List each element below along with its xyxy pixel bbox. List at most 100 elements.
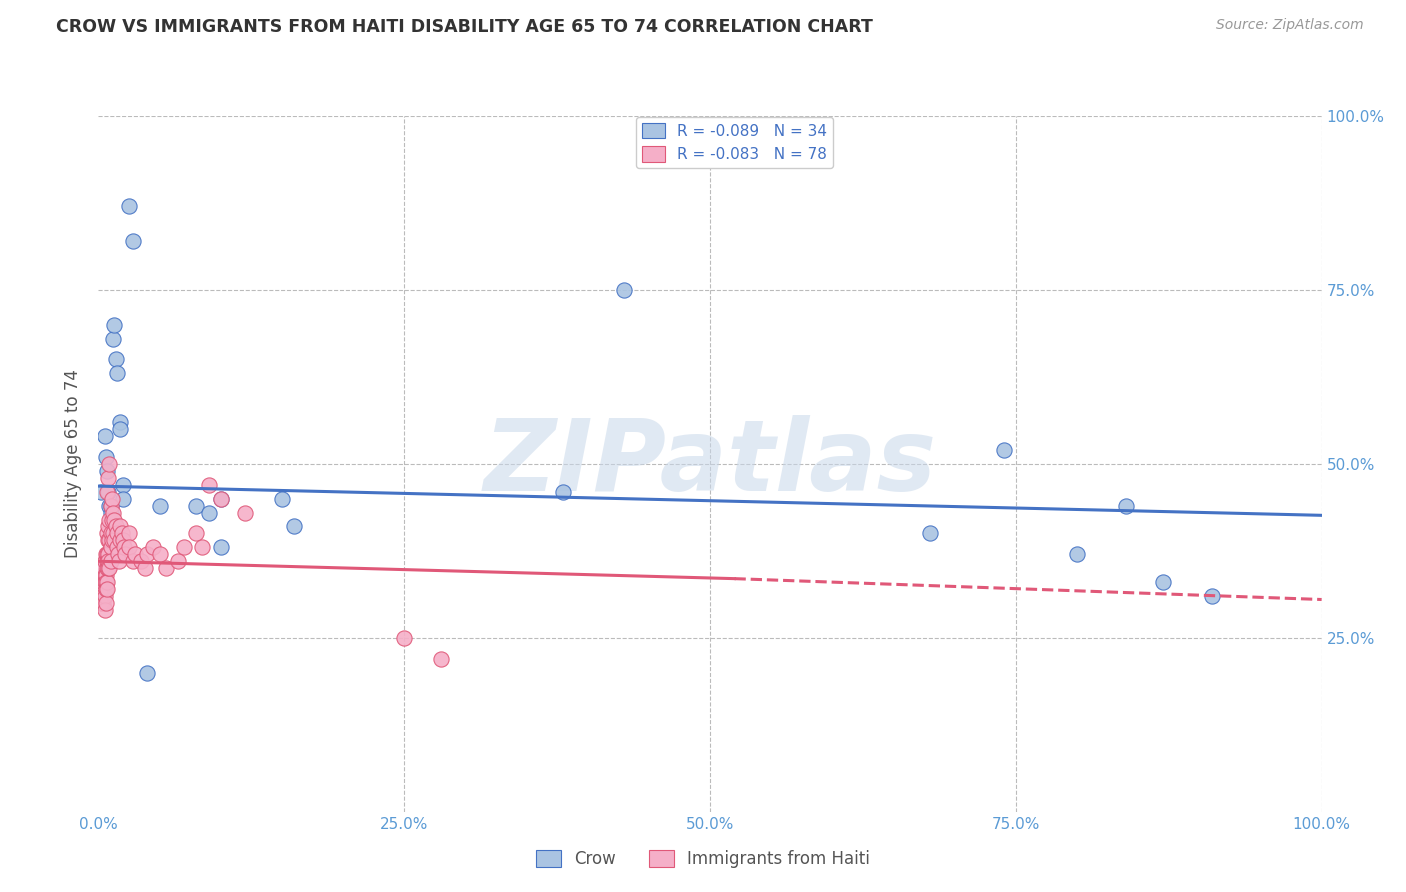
Point (111, 477, 134, 491)
Point (94, 547, 117, 561)
Legend: Crow, Immigrants from Haiti: Crow, Immigrants from Haiti (529, 843, 877, 875)
Point (91, 596, 114, 610)
Point (94, 575, 117, 590)
Point (553, 484, 575, 499)
Point (110, 422, 132, 436)
Point (392, 631, 416, 645)
Point (149, 499, 172, 513)
Point (93, 554, 115, 568)
Point (124, 547, 146, 561)
Point (97, 561, 120, 575)
Point (94, 582, 117, 596)
Point (103, 512, 125, 526)
Point (197, 477, 219, 491)
Point (94, 568, 117, 582)
Point (104, 519, 127, 533)
Point (112, 541, 135, 555)
Point (98, 499, 121, 513)
Point (97, 471, 120, 485)
Point (111, 533, 134, 548)
Point (91, 575, 114, 590)
Point (142, 541, 165, 555)
Point (98, 533, 121, 548)
Point (100, 499, 122, 513)
Point (209, 541, 232, 555)
Point (98, 457, 121, 471)
Point (191, 541, 214, 555)
Point (101, 491, 124, 506)
Text: Source: ZipAtlas.com: Source: ZipAtlas.com (1216, 18, 1364, 32)
Point (270, 491, 294, 506)
Point (96, 561, 118, 575)
Point (155, 561, 177, 575)
Point (97, 484, 120, 499)
Point (90, 484, 112, 499)
Point (136, 547, 159, 561)
Point (993, 442, 1015, 457)
Point (209, 491, 232, 506)
Point (186, 526, 208, 541)
Point (96, 526, 118, 541)
Point (91, 568, 114, 582)
Point (111, 526, 134, 541)
Point (121, 554, 143, 568)
Point (186, 499, 208, 513)
Point (100, 506, 122, 520)
Point (97, 533, 120, 548)
Point (100, 554, 122, 568)
Point (97, 547, 120, 561)
Point (104, 352, 127, 367)
Point (233, 506, 256, 520)
Point (111, 491, 134, 506)
Point (97, 554, 120, 568)
Point (105, 541, 128, 555)
Point (100, 541, 122, 555)
Point (101, 506, 124, 520)
Point (149, 547, 172, 561)
Point (136, 665, 159, 680)
Point (91, 582, 114, 596)
Legend: R = -0.089   N = 34, R = -0.083   N = 78: R = -0.089 N = 34, R = -0.083 N = 78 (636, 117, 834, 169)
Point (91, 589, 114, 603)
Point (108, 554, 131, 568)
Point (173, 541, 195, 555)
Point (91, 561, 114, 575)
Point (121, 234, 143, 248)
Point (129, 554, 152, 568)
Point (1115, 499, 1137, 513)
Point (93, 575, 115, 590)
Point (96, 554, 118, 568)
Point (96, 582, 118, 596)
Point (96, 464, 118, 478)
Point (98, 561, 121, 575)
Point (97, 519, 120, 533)
Point (134, 561, 156, 575)
Point (107, 547, 129, 561)
Text: ZIPatlas: ZIPatlas (484, 416, 936, 512)
Point (105, 367, 128, 381)
Point (101, 533, 124, 548)
Point (101, 332, 124, 346)
Point (101, 526, 124, 541)
Point (96, 484, 118, 499)
Point (110, 533, 132, 548)
Point (100, 526, 122, 541)
Point (89, 575, 111, 590)
Point (283, 519, 305, 533)
Point (105, 526, 128, 541)
Point (94, 450, 117, 464)
Point (101, 512, 124, 526)
Point (96, 547, 118, 561)
Point (118, 541, 141, 555)
Point (98, 512, 121, 526)
Y-axis label: Disability Age 65 to 74: Disability Age 65 to 74 (65, 369, 83, 558)
Point (90, 596, 112, 610)
Point (920, 526, 942, 541)
Point (118, 199, 141, 213)
Point (118, 526, 141, 541)
Point (1201, 589, 1223, 603)
Point (91, 596, 114, 610)
Point (93, 603, 115, 617)
Point (100, 499, 122, 513)
Point (1066, 547, 1088, 561)
